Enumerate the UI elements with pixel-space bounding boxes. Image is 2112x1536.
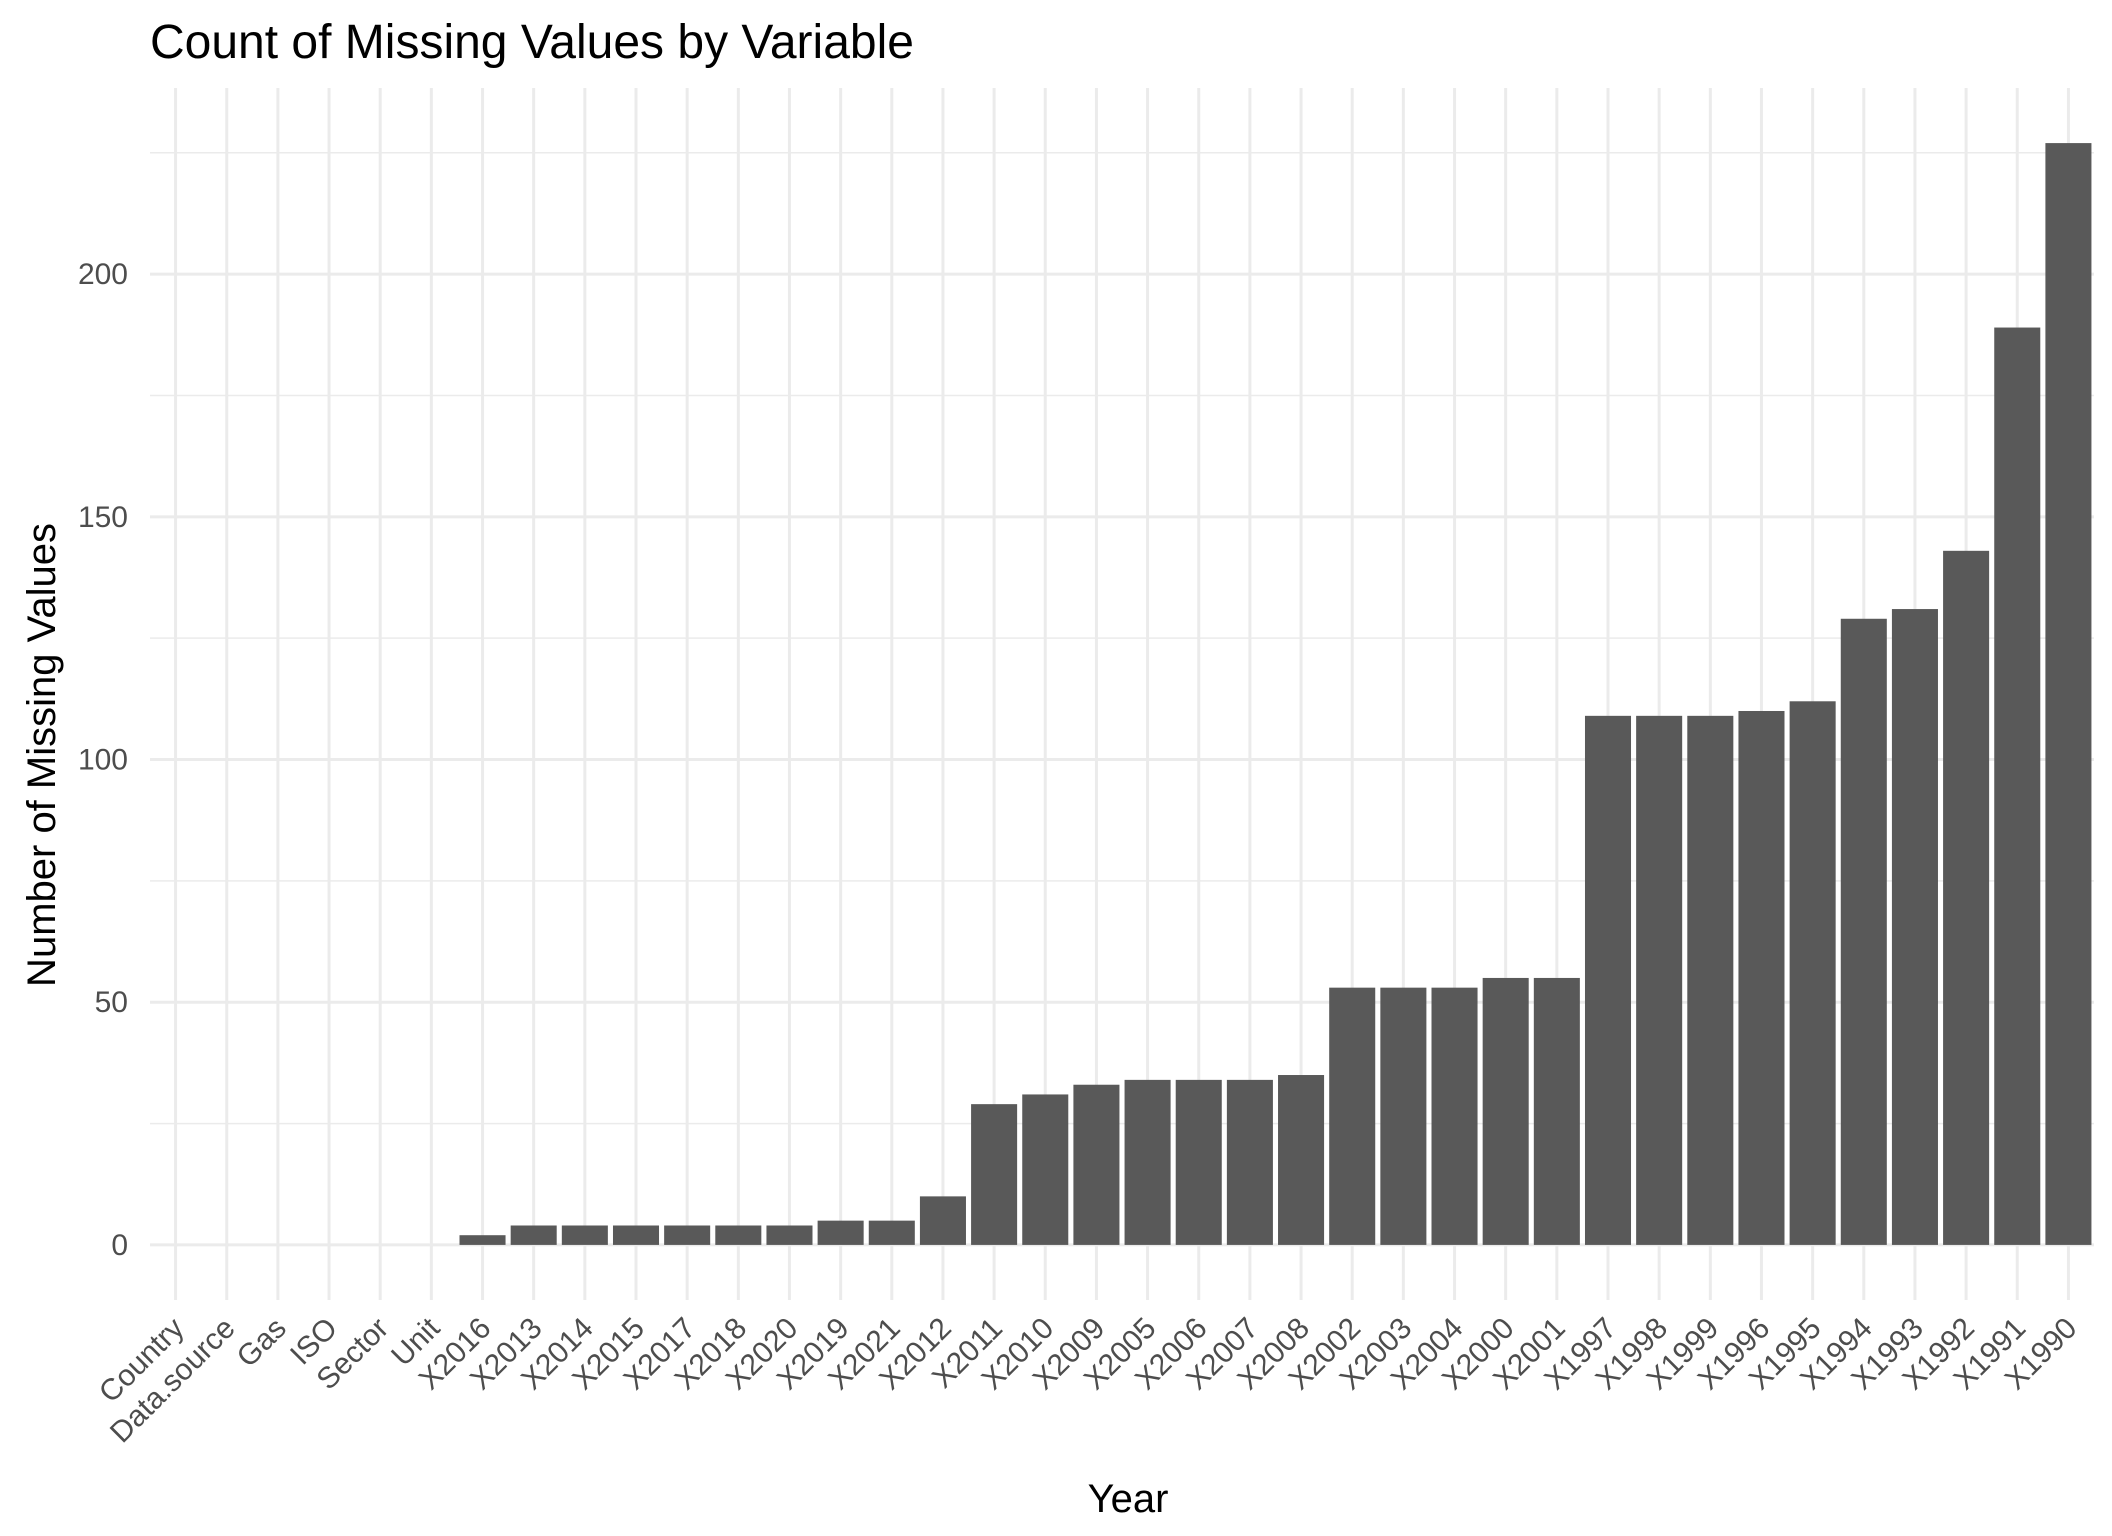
bar-x1991 (1994, 327, 2041, 1245)
y-axis-title: Number of Missing Values (20, 523, 64, 987)
bar-x2014 (561, 1225, 608, 1245)
bar-x2007 (1226, 1079, 1273, 1245)
bar-x2006 (1175, 1079, 1222, 1245)
bar-x2021 (868, 1220, 915, 1245)
y-axis-ticks: 0 50 100 150 200 (78, 258, 128, 1262)
bar-x2012 (919, 1196, 966, 1245)
x-axis-title: Year (1088, 1477, 1169, 1521)
bar-x1992 (1943, 550, 1990, 1245)
bar-x1993 (1891, 609, 1938, 1245)
bar-x2001 (1533, 977, 1580, 1245)
bar-x1996 (1738, 710, 1785, 1245)
bar-x1990 (2045, 143, 2092, 1245)
bar-x2013 (510, 1225, 557, 1245)
bar-x2008 (1278, 1075, 1325, 1245)
bar-x2004 (1431, 987, 1478, 1245)
chart-title: Count of Missing Values by Variable (150, 16, 914, 69)
bar-x2002 (1329, 987, 1376, 1245)
x-axis-ticks: CountryData.sourceGasISOSectorUnitX2016X… (93, 1311, 2083, 1449)
bar-x2019 (817, 1220, 864, 1245)
bar-x1995 (1789, 701, 1836, 1245)
bar-x2010 (1022, 1094, 1069, 1245)
bar-x2018 (715, 1225, 762, 1245)
y-tick-label: 50 (95, 986, 128, 1019)
bar-x2000 (1482, 977, 1529, 1245)
bar-x2011 (971, 1104, 1018, 1245)
y-tick-label: 100 (78, 744, 128, 777)
bar-x2020 (766, 1225, 813, 1245)
bar-x2016 (459, 1235, 506, 1245)
bar-x2009 (1073, 1084, 1120, 1245)
bar-x1994 (1840, 618, 1887, 1245)
bar-x2005 (1124, 1079, 1171, 1245)
bars (459, 143, 2092, 1245)
bar-x1997 (1584, 715, 1632, 1245)
y-tick-label: 200 (78, 258, 128, 291)
y-tick-label: 0 (111, 1229, 128, 1262)
x-tick-label: Gas (231, 1312, 293, 1374)
bar-x1999 (1687, 715, 1734, 1245)
y-tick-label: 150 (78, 501, 128, 534)
bar-x2017 (664, 1225, 711, 1245)
bar-x2003 (1380, 987, 1427, 1245)
bar-x2015 (612, 1225, 660, 1245)
bar-x1998 (1636, 715, 1683, 1245)
